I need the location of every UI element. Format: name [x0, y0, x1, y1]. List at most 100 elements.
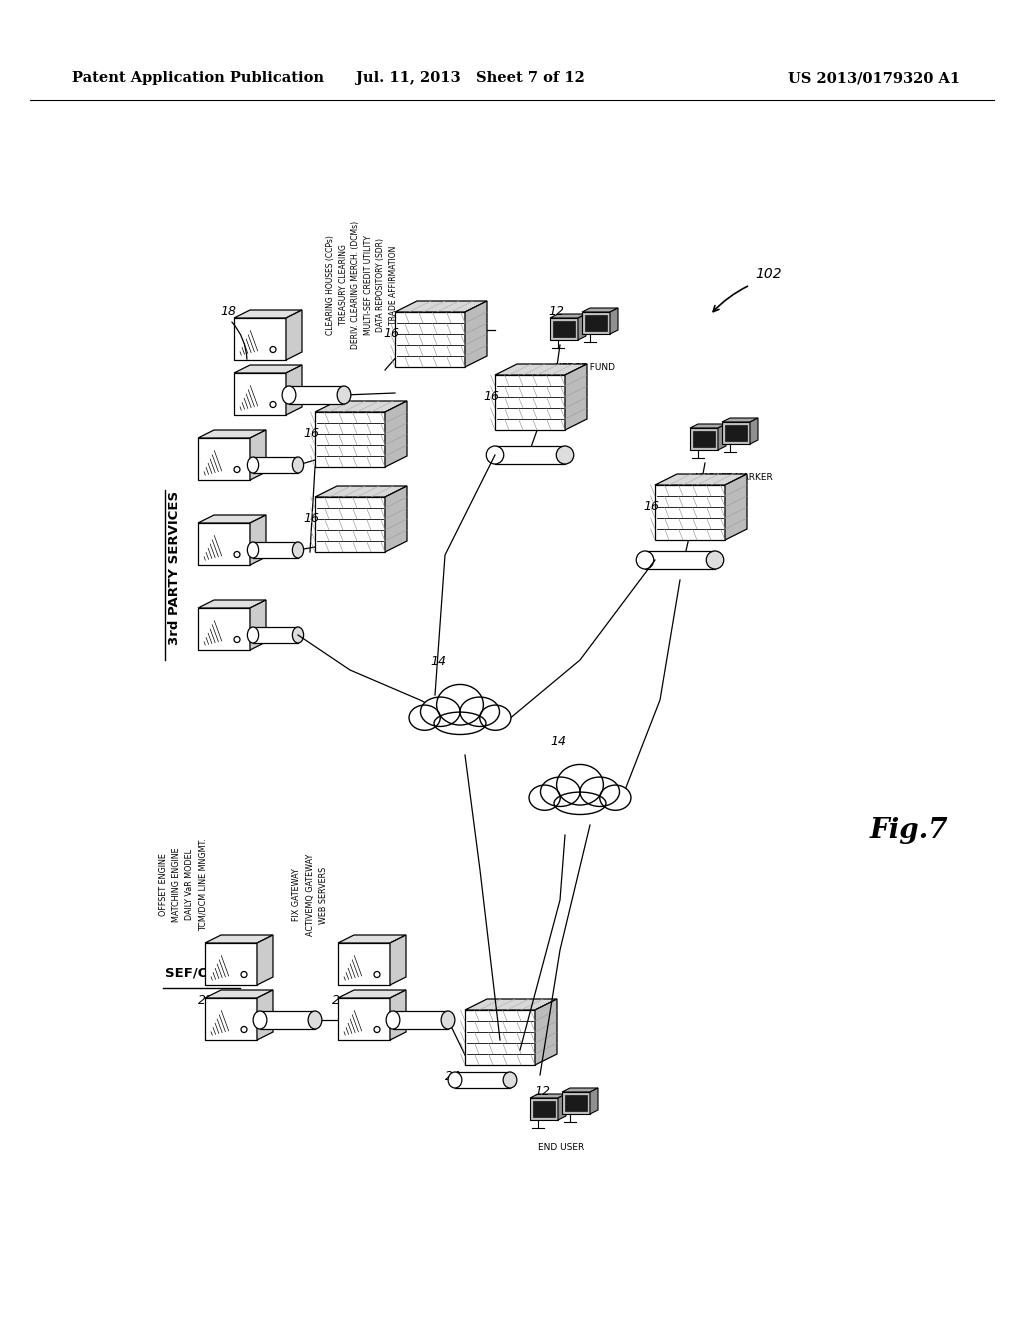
Ellipse shape	[283, 385, 296, 404]
Ellipse shape	[421, 697, 460, 726]
Polygon shape	[250, 601, 266, 649]
Text: HEDGE FUND: HEDGE FUND	[555, 363, 615, 372]
Polygon shape	[562, 1088, 598, 1092]
Polygon shape	[234, 374, 286, 414]
Bar	[253, 457, 298, 473]
Bar	[645, 550, 715, 569]
Bar	[260, 1011, 315, 1030]
Polygon shape	[234, 318, 286, 360]
Text: SEF/ODEX: SEF/ODEX	[165, 968, 240, 979]
Circle shape	[241, 972, 247, 978]
Polygon shape	[198, 601, 266, 609]
Polygon shape	[610, 308, 618, 334]
Bar	[585, 315, 607, 331]
Polygon shape	[590, 1088, 598, 1114]
Polygon shape	[205, 935, 273, 942]
Text: 12: 12	[534, 1085, 550, 1098]
Polygon shape	[495, 364, 587, 375]
Polygon shape	[385, 486, 407, 552]
Polygon shape	[465, 999, 557, 1010]
Polygon shape	[725, 474, 746, 540]
Polygon shape	[286, 310, 302, 360]
Circle shape	[270, 346, 276, 352]
Polygon shape	[530, 1094, 566, 1098]
Bar	[565, 1096, 587, 1111]
Ellipse shape	[557, 764, 603, 805]
Polygon shape	[690, 428, 718, 450]
Text: 16: 16	[483, 389, 499, 403]
Ellipse shape	[503, 1072, 517, 1088]
Text: 12: 12	[548, 305, 564, 318]
Ellipse shape	[529, 785, 560, 810]
Text: INTERNET AND/OR
PRIVATE NETWORK: INTERNET AND/OR PRIVATE NETWORK	[427, 704, 493, 717]
Ellipse shape	[308, 1011, 322, 1030]
Ellipse shape	[707, 550, 724, 569]
Polygon shape	[565, 364, 587, 430]
Polygon shape	[578, 314, 586, 341]
Polygon shape	[250, 430, 266, 480]
Polygon shape	[198, 523, 250, 565]
Polygon shape	[338, 942, 390, 985]
Text: FIX GATEWAY
ACTIVEMQ GATEWAY
WEB SERVERS: FIX GATEWAY ACTIVEMQ GATEWAY WEB SERVERS	[292, 854, 328, 936]
Polygon shape	[198, 515, 266, 523]
Bar	[495, 446, 565, 465]
Text: INTERNET AND/OR
PRIVATE NETWORK: INTERNET AND/OR PRIVATE NETWORK	[547, 783, 612, 797]
Polygon shape	[465, 1010, 535, 1065]
Text: Patent Application Publication: Patent Application Publication	[72, 71, 324, 84]
Ellipse shape	[441, 1011, 455, 1030]
Polygon shape	[198, 438, 250, 480]
Bar	[553, 321, 575, 337]
Text: 14: 14	[430, 655, 446, 668]
Ellipse shape	[386, 1011, 400, 1030]
Polygon shape	[558, 1094, 566, 1119]
Bar	[455, 1072, 510, 1088]
Text: CLEARING HOUSES (CCPs)
TREASURY CLEARING
DERIV. CLEARING MERCH. (DCMs)
MULTI-SEF: CLEARING HOUSES (CCPs) TREASURY CLEARING…	[327, 220, 397, 348]
Polygon shape	[205, 990, 273, 998]
Circle shape	[234, 636, 240, 643]
Ellipse shape	[636, 550, 653, 569]
Bar	[534, 1101, 555, 1117]
Polygon shape	[395, 312, 465, 367]
Polygon shape	[718, 424, 726, 450]
Polygon shape	[582, 312, 610, 334]
Circle shape	[374, 1027, 380, 1032]
Ellipse shape	[486, 446, 504, 465]
Ellipse shape	[434, 711, 486, 734]
Bar	[289, 385, 344, 404]
Polygon shape	[582, 308, 618, 312]
Bar	[253, 543, 298, 558]
Text: 3rd PARTY SERVICES: 3rd PARTY SERVICES	[168, 491, 181, 645]
Polygon shape	[234, 366, 302, 374]
Text: 20: 20	[332, 994, 348, 1006]
Text: 18: 18	[220, 305, 236, 318]
Polygon shape	[315, 486, 407, 498]
Ellipse shape	[580, 777, 620, 807]
Polygon shape	[338, 935, 406, 942]
Polygon shape	[205, 998, 257, 1040]
Ellipse shape	[248, 627, 259, 643]
Polygon shape	[385, 401, 407, 467]
Polygon shape	[722, 422, 750, 444]
Polygon shape	[395, 301, 487, 312]
Text: US 2013/0179320 A1: US 2013/0179320 A1	[787, 71, 961, 84]
Ellipse shape	[293, 543, 304, 558]
Polygon shape	[655, 474, 746, 484]
Bar	[693, 432, 715, 447]
Polygon shape	[655, 484, 725, 540]
Polygon shape	[550, 318, 578, 341]
Text: 16: 16	[383, 327, 399, 341]
Ellipse shape	[554, 792, 606, 814]
Polygon shape	[205, 942, 257, 985]
Ellipse shape	[337, 385, 351, 404]
Ellipse shape	[248, 457, 259, 473]
Ellipse shape	[248, 543, 259, 558]
Bar	[393, 1011, 449, 1030]
Ellipse shape	[460, 697, 500, 726]
Text: 14: 14	[550, 735, 566, 748]
Polygon shape	[315, 401, 407, 412]
Polygon shape	[465, 301, 487, 367]
Text: MARKET MARKER: MARKET MARKER	[695, 473, 773, 482]
Ellipse shape	[436, 685, 483, 725]
Text: END USER: END USER	[538, 1143, 585, 1152]
Polygon shape	[750, 418, 758, 444]
